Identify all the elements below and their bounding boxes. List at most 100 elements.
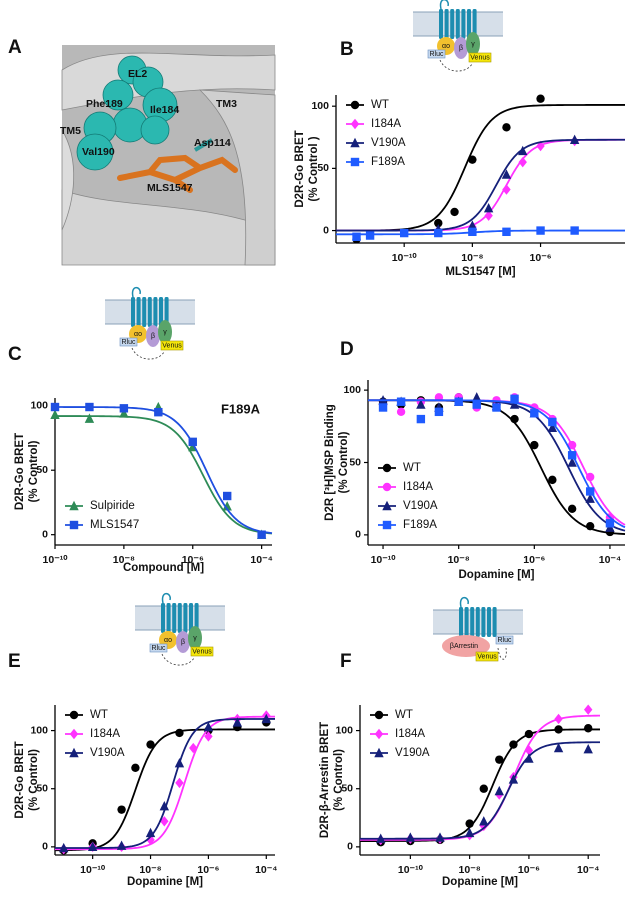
point	[50, 402, 60, 412]
arrestin	[442, 635, 490, 657]
x-tick-label: 10⁻⁶	[197, 864, 219, 876]
point	[145, 827, 156, 838]
point	[396, 397, 406, 406]
legend-label: I184A	[371, 118, 401, 130]
legend-marker	[382, 463, 392, 473]
receptor-helix	[142, 297, 147, 327]
point	[554, 713, 563, 725]
point	[510, 414, 519, 424]
legend-label: I184A	[403, 481, 433, 493]
panel-letter: F	[340, 651, 352, 672]
x-tick-label: 10⁻⁶	[530, 252, 552, 264]
point	[84, 413, 95, 423]
point	[570, 226, 579, 235]
cartoon-label: Venus	[477, 653, 497, 660]
point	[405, 832, 416, 842]
panel-letter: A	[8, 37, 22, 58]
gamma-subunit	[466, 32, 480, 56]
structure-image: EL2 Phe189 Ile184 TM3 TM5 Asp114 Val190 …	[60, 45, 276, 266]
point	[605, 519, 615, 528]
receptor-helix	[131, 297, 135, 327]
receptor-helix	[183, 603, 188, 633]
point	[585, 521, 595, 531]
receptor-loop	[161, 592, 171, 604]
point	[222, 501, 232, 511]
point	[416, 414, 426, 424]
gamma-subunit	[188, 626, 202, 650]
venus-box	[475, 651, 499, 662]
legend-marker	[69, 747, 79, 758]
venus-box	[468, 52, 492, 63]
point	[472, 400, 481, 409]
cartoon-label: Venus	[162, 342, 182, 349]
point	[376, 833, 386, 843]
structure-label: Asp114	[194, 137, 231, 149]
point	[502, 184, 511, 195]
legend-marker	[382, 482, 392, 492]
point	[189, 742, 198, 754]
legend-marker	[69, 500, 79, 511]
y-axis-label: (% Control)	[28, 440, 40, 502]
legend-label: WT	[90, 709, 108, 721]
structure-label: Val190	[82, 146, 115, 158]
receptor-helix	[481, 607, 486, 637]
y-tick-label: 50	[349, 456, 361, 468]
y-tick-label: 100	[30, 724, 48, 736]
beta-subunit	[454, 37, 468, 59]
point	[584, 704, 593, 715]
point	[465, 819, 474, 828]
point	[188, 437, 197, 447]
fit-curve	[55, 406, 273, 535]
point	[416, 399, 426, 409]
fit-curve	[55, 415, 273, 535]
point	[509, 740, 518, 749]
point	[435, 832, 445, 842]
point	[518, 145, 528, 156]
point	[524, 729, 534, 739]
x-tick-label: 10⁻⁸	[461, 252, 483, 264]
x-tick-label: 10⁻⁸	[459, 864, 481, 876]
legend-label: V190A	[90, 747, 125, 759]
point	[585, 493, 595, 503]
point	[434, 228, 443, 238]
cartoon-label: Rluc	[497, 637, 512, 644]
point	[59, 842, 69, 853]
y-tick-label: 50	[341, 783, 353, 795]
point	[119, 408, 129, 418]
legend-marker	[374, 747, 384, 758]
point	[454, 397, 463, 406]
legend-marker	[382, 520, 392, 530]
y-axis-label: D2R-Go BRET	[14, 433, 26, 510]
chart: 0 50 100 10⁻¹⁰ 10⁻⁸ 10⁻⁶ D2R-Go BRET (% Control…	[294, 94, 625, 278]
point	[467, 220, 478, 230]
legend-marker	[350, 118, 360, 130]
point	[484, 210, 493, 221]
cartoon-label: βArrestin	[450, 643, 478, 650]
legend-marker	[374, 728, 384, 740]
cartoon-label: γ	[193, 635, 197, 642]
point	[585, 487, 595, 496]
panel-letter: D	[340, 339, 354, 360]
cartoon-label: β	[151, 333, 155, 340]
helix	[61, 128, 75, 231]
point	[399, 228, 409, 238]
legend-marker	[350, 137, 360, 148]
rluc-box	[119, 337, 138, 347]
structure-label: TM5	[60, 125, 81, 137]
point	[352, 232, 361, 241]
point	[479, 816, 489, 826]
point	[117, 805, 126, 814]
y-axis-label: (% Control)	[333, 749, 345, 811]
structure-label: Ile184	[150, 104, 179, 116]
point	[536, 94, 545, 103]
receptor-helix	[189, 603, 193, 633]
cartoon-label: β	[181, 639, 185, 646]
point	[479, 784, 488, 793]
point	[159, 800, 170, 811]
point	[536, 140, 545, 152]
x-tick-label: 10⁻⁸	[448, 554, 470, 566]
receptor-helix	[467, 9, 471, 39]
point	[502, 227, 511, 237]
legend-label: WT	[403, 462, 421, 474]
